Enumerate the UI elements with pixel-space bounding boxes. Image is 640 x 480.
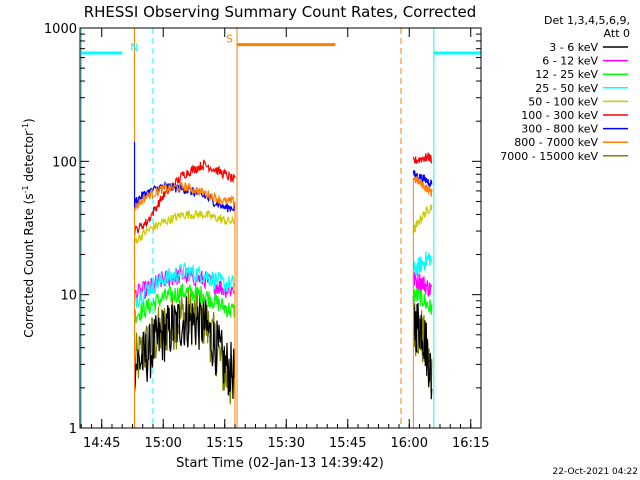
legend-header-line2: Att 0 [604, 27, 630, 40]
series-line-25-50-kev [133, 262, 236, 308]
x-axis: 14:45 15:00 15:15 15:30 15:45 16:00 16:15 [80, 28, 489, 451]
y-tick-label: 10 [60, 289, 77, 304]
y-tick-label: 100 [52, 155, 77, 170]
series-line-3-6-kev [133, 294, 236, 400]
series-line-6-12-kev [412, 271, 433, 297]
x-tick-label: 15:45 [329, 436, 366, 451]
x-tick-label: 15:15 [206, 436, 243, 451]
timestamp: 22-Oct-2021 04:22 [553, 467, 638, 477]
legend-label: 100 - 300 keV [521, 109, 598, 122]
y-tick-label: 1 [69, 422, 77, 437]
y-axis-label: Corrected Count Rate (s-1 detector-1) [21, 118, 36, 337]
markers-layer: NS [80, 28, 482, 428]
series-line-100-300-kev [412, 152, 433, 164]
x-axis-label: Start Time (02-Jan-13 14:39:42) [176, 456, 384, 471]
series-line-50-100-kev [133, 209, 236, 244]
legend-header-line1: Det 1,3,4,5,6,9, [544, 14, 630, 27]
series-line-50-100-kev [412, 204, 433, 234]
orbit-label: S [226, 33, 233, 46]
series-line-12-25-kev [412, 288, 433, 315]
x-tick-label: 15:00 [144, 436, 181, 451]
series-layer [133, 141, 433, 428]
legend-label: 12 - 25 keV [535, 68, 598, 81]
y-axis: 1 10 100 1000 [44, 22, 481, 437]
legend-label: 6 - 12 keV [542, 55, 598, 68]
x-tick-label: 15:30 [268, 436, 305, 451]
series-line-300-800-kev [134, 180, 236, 213]
x-tick-label: 16:00 [391, 436, 428, 451]
chart-title: RHESSI Observing Summary Count Rates, Co… [84, 3, 477, 21]
series-line-800-7000-kev [412, 176, 433, 197]
x-tick-label: 16:15 [452, 436, 489, 451]
legend-label: 800 - 7000 keV [514, 136, 598, 149]
series-line-100-300-kev [133, 159, 236, 236]
x-tick-label: 14:45 [83, 436, 120, 451]
legend-label: 7000 - 15000 keV [500, 150, 598, 163]
legend-label: 300 - 800 keV [521, 123, 598, 136]
plot-frame [79, 27, 482, 429]
series-line-12-25-kev [133, 283, 236, 324]
legend-label: 3 - 6 keV [549, 41, 598, 54]
series-line-25-50-kev [413, 251, 433, 277]
legend-label: 25 - 50 keV [535, 82, 598, 95]
series-line-3-6-kev [412, 295, 433, 400]
series-line-6-12-kev [133, 267, 236, 303]
orbit-label: N [130, 41, 138, 54]
y-tick-label: 1000 [44, 22, 77, 37]
series-line-800-7000-kev [133, 180, 236, 211]
legend-label: 50 - 100 keV [528, 95, 598, 108]
